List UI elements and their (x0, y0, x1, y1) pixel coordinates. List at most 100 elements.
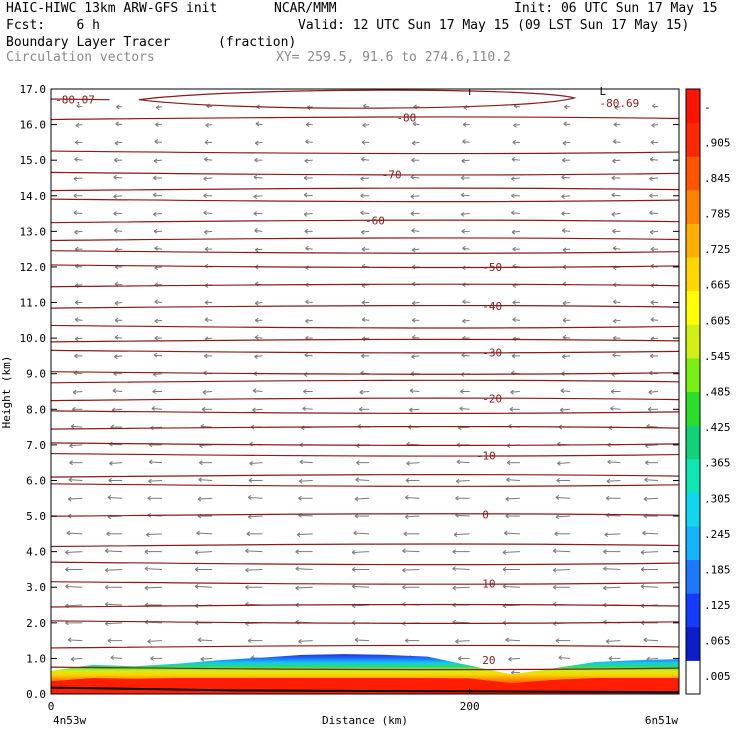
vector-arrow (461, 194, 470, 197)
x-tick-label: 200 (460, 700, 480, 713)
vector-arrowhead (603, 549, 607, 555)
vector-arrowhead (461, 352, 466, 358)
vector-arrow (553, 568, 571, 571)
vector-arrowhead (104, 548, 109, 554)
vector-arrowhead (148, 478, 152, 484)
vector-arrow (412, 141, 420, 144)
vector-arrow (505, 497, 520, 500)
vector-arrowhead (563, 121, 567, 127)
vector-arrow (648, 391, 659, 393)
vector-arrowhead (254, 247, 259, 253)
y-tick-label: 2.0 (26, 617, 46, 630)
colorbar-label: .485 (704, 386, 731, 399)
vector-arrowhead (606, 478, 611, 484)
circulation-vectors (65, 103, 659, 687)
vector-arrow (253, 390, 263, 392)
vector-arrowhead (614, 105, 618, 111)
vector-arrowhead (194, 567, 199, 572)
vector-arrow (204, 319, 213, 321)
vector-arrow (305, 247, 313, 250)
vector-arrowhead (303, 211, 308, 217)
vector-arrowhead (552, 567, 557, 573)
vector-arrow (606, 479, 621, 482)
vector-arrow (295, 586, 313, 589)
vector-arrowhead (559, 407, 564, 413)
vector-arrow (197, 497, 213, 500)
vector-arrow (195, 585, 213, 588)
vector-arrow (560, 408, 571, 411)
vector-arrowhead (452, 566, 456, 572)
contour-label: -80.69 (599, 97, 639, 110)
vector-arrowhead (109, 461, 113, 466)
contour-line (51, 442, 679, 447)
vector-arrow (248, 515, 263, 518)
vector-arrow (253, 195, 263, 198)
vector-arrow (645, 444, 659, 447)
vector-arrowhead (74, 300, 79, 305)
vector-arrowhead (402, 567, 406, 573)
vector-arrowhead (254, 354, 258, 360)
vector-arrow (409, 408, 420, 411)
vector-arrow (410, 176, 420, 179)
contour-line (51, 620, 679, 624)
y-tick-label: 8.0 (26, 403, 46, 416)
contour-line (51, 603, 679, 608)
vector-arrowhead (561, 194, 565, 199)
vector-arrow (114, 283, 123, 286)
vector-arrowhead (404, 514, 409, 520)
vector-arrowhead (354, 637, 359, 643)
vector-arrowhead (361, 246, 366, 252)
vector-arrowhead (511, 176, 515, 182)
vector-arrow (154, 319, 163, 322)
vector-arrowhead (511, 229, 516, 235)
vector-arrow (452, 586, 470, 589)
contour-label: -70 (382, 168, 402, 181)
vector-arrow (112, 408, 123, 411)
vector-arrowhead (116, 104, 120, 110)
vector-arrow (461, 213, 470, 215)
vector-arrow (105, 603, 123, 606)
vector-arrowhead (555, 495, 560, 500)
vector-arrowhead (69, 460, 73, 466)
xy-readout: XY= 259.5, 91.6 to 274.6,110.2 (276, 50, 511, 65)
vectors-label: Circulation vectors (6, 50, 155, 65)
vector-arrowhead (410, 174, 415, 180)
vector-arrow (107, 496, 123, 499)
vector-arrow (295, 568, 313, 570)
vector-arrow (245, 550, 263, 553)
vector-arrowhead (608, 655, 613, 661)
vector-arrow (643, 639, 659, 642)
colorbar-label: .065 (704, 635, 731, 648)
vector-arrow (105, 550, 123, 553)
vector-arrowhead (254, 334, 259, 340)
vector-arrow (512, 337, 520, 340)
contour-line (51, 187, 679, 192)
vector-arrow (202, 391, 213, 393)
vector-arrow (304, 213, 313, 215)
vector-arrowhead (253, 174, 258, 180)
vector-arrowhead (610, 406, 614, 411)
vector-arrow (114, 230, 123, 232)
vector-arrowhead (154, 299, 159, 305)
vector-arrowhead (245, 584, 249, 590)
model-title: HAIC-HIWC 13km ARW-GFS init (6, 1, 218, 16)
vector-arrowhead (252, 407, 256, 413)
vector-arrow (153, 213, 162, 215)
vector-arrow (195, 551, 213, 553)
vector-arrowhead (153, 211, 157, 217)
vector-arrowhead (603, 566, 607, 572)
field-name: Boundary Layer Tracer (6, 35, 171, 50)
vector-arrow (604, 533, 621, 536)
vector-arrowhead (649, 176, 653, 182)
vector-arrowhead (644, 460, 649, 466)
vector-arrowhead (640, 550, 645, 555)
vector-arrowhead (504, 530, 508, 536)
vector-arrowhead (74, 229, 78, 235)
contour-line (51, 237, 679, 242)
vector-arrowhead (305, 318, 309, 324)
contour-label: 0 (482, 508, 489, 521)
vector-arrow (613, 141, 621, 143)
vector-arrowhead (144, 566, 149, 572)
vector-arrowhead (247, 495, 252, 500)
vector-arrowhead (409, 407, 413, 413)
